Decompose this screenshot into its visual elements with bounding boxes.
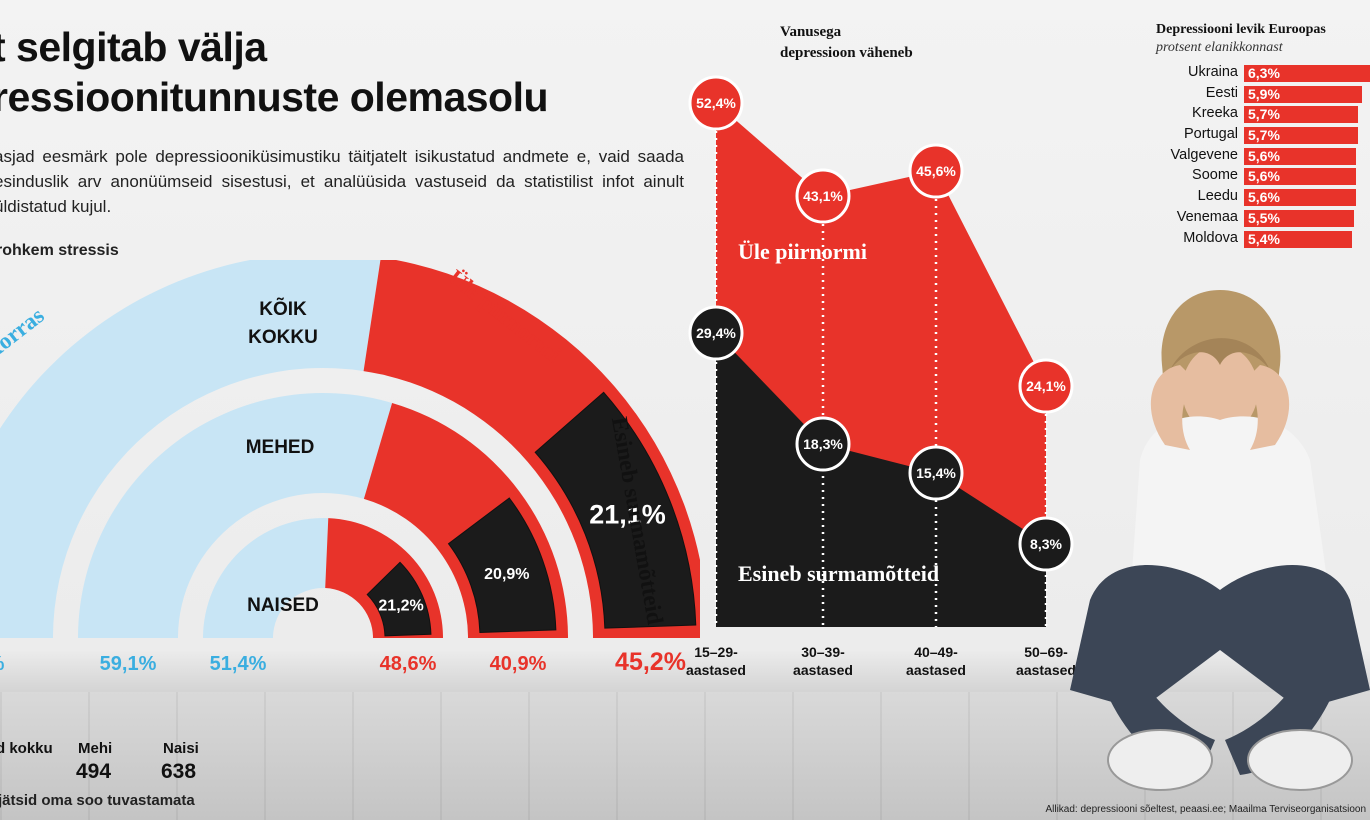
area-label-over: Üle piirnormi	[738, 239, 867, 264]
group-name-all-1: KÕIK	[259, 298, 307, 320]
suicidal-label-2: 21,2%	[378, 597, 423, 614]
woman-illustration	[1070, 290, 1370, 791]
europe-country-label: Valgevene	[1170, 146, 1238, 163]
source-note: Allikad: depressiooni sõeltest, peaasi.e…	[1045, 804, 1366, 815]
europe-country-label: Ukraina	[1188, 64, 1238, 80]
age-category-3-line2: aastased	[1016, 662, 1076, 678]
europe-row: Kreeka 5,7%	[1152, 103, 1370, 124]
over-point-0	[688, 75, 744, 131]
europe-bar: 5,6%	[1244, 168, 1356, 186]
europe-row: Valgevene 5,6%	[1152, 145, 1370, 166]
europe-bar: 5,4%	[1244, 230, 1352, 248]
europe-bar: 5,5%	[1244, 209, 1354, 227]
age-category-2-line2: aastased	[906, 662, 966, 678]
suicidal-point-label-1: 18,3%	[803, 436, 843, 452]
section-label: rohkem stressis	[0, 242, 119, 259]
europe-chart: Depressiooni levik Euroopas protsent ela…	[1152, 22, 1370, 248]
area-label-suicidal: Esineb surmamõtteid	[738, 561, 939, 586]
series-label-ok: Korras	[0, 303, 49, 366]
group-name-women: NAISED	[247, 595, 319, 616]
age-chart-title-2: depressioon väheneb	[780, 45, 913, 61]
age-category-1-line1: 30–39-	[801, 644, 845, 660]
suicidal-segment-0	[534, 391, 697, 629]
age-category-0-line2: aastased	[686, 662, 746, 678]
europe-bar: 5,6%	[1244, 189, 1356, 207]
europe-row: Leedu 5,6%	[1152, 186, 1370, 207]
europe-bar: 5,7%	[1244, 106, 1358, 124]
ok-segment-1	[78, 392, 393, 638]
over-point-1	[795, 168, 851, 224]
age-category-1-line2: aastased	[793, 662, 853, 678]
area-suicidal	[716, 333, 1046, 627]
age-area-chart: 52,4% 43,1% 45,6% 24,1% 29,4% 18,3% 15,4% 8,3% Ü…	[686, 24, 1076, 678]
suicidal-point-label-2: 15,4%	[916, 465, 956, 481]
europe-bar: 6,3%	[1244, 65, 1370, 82]
ok-value-1: 59,1%	[100, 653, 157, 675]
women-count: 638	[161, 760, 197, 783]
page-title: t selgitab välja ressioonitunnuste olema…	[0, 22, 549, 122]
europe-row: Ukraina 6,3%	[1152, 62, 1370, 83]
women-label: Naisi	[163, 740, 199, 757]
age-category-0-line1: 15–29-	[694, 644, 738, 660]
europe-bar: 5,9%	[1244, 85, 1362, 103]
europe-row: Soome 5,6%	[1152, 165, 1370, 186]
europe-country-label: Kreeka	[1192, 105, 1238, 122]
europe-rows: Ukraina 6,3% Eesti 5,9% Kreeka 5,7% Portugal 5,…	[1152, 62, 1370, 248]
semicircle-chart: 21,1% 45,2%% 20,9% 40,9% 59,1% 21,2% 48,6% 51,4…	[0, 260, 700, 676]
age-category-2-line1: 40–49-	[914, 644, 958, 660]
over-point-3	[1018, 358, 1074, 414]
europe-country-label: Leedu	[1197, 188, 1238, 205]
footnote: jätsid oma soo tuvastamata	[0, 792, 195, 809]
group-name-men: MEHED	[246, 437, 315, 458]
age-category-3-line1: 50–69-	[1024, 644, 1068, 660]
suicidal-point-2	[908, 445, 964, 501]
europe-chart-title: Depressiooni levik Euroopas	[1156, 22, 1326, 37]
suicidal-point-label-0: 29,4%	[696, 325, 736, 341]
suicidal-point-0	[688, 305, 744, 361]
europe-country-label: Soome	[1192, 167, 1238, 184]
men-label: Mehi	[78, 740, 113, 757]
europe-bar: 5,7%	[1244, 127, 1358, 145]
europe-country-label: Portugal	[1183, 126, 1238, 143]
suicidal-point-label-3: 8,3%	[1030, 536, 1062, 552]
suicidal-label-1: 20,9%	[484, 566, 529, 583]
suicidal-point-1	[795, 416, 851, 472]
over-value-1: 40,9%	[490, 653, 547, 675]
europe-row: Portugal 5,7%	[1152, 124, 1370, 145]
europe-country-label: Eesti	[1205, 84, 1238, 101]
ok-segment-0	[0, 260, 381, 638]
group-name-all-2: KOKKU	[248, 327, 318, 348]
europe-chart-subtitle: protsent elanikkonnast	[1156, 40, 1283, 55]
men-count: 494	[76, 760, 112, 783]
ok-segment-2	[203, 518, 329, 638]
europe-row: Moldova 5,4%	[1152, 228, 1370, 249]
intro-text: asjad eesmärk pole depressiooniküsimusti…	[0, 147, 684, 216]
total-label: d kokku	[0, 740, 53, 757]
over-point-label-0: 52,4%	[696, 95, 736, 111]
over-value-0: 45,2%	[615, 648, 686, 676]
title-line-1: t selgitab välja	[0, 24, 267, 70]
title-line-2: ressioonitunnuste olemasolu	[0, 74, 549, 120]
age-chart-title-1: Vanusega	[780, 24, 842, 40]
europe-country-label: Venemaa	[1176, 208, 1238, 225]
europe-row: Venemaa 5,5%	[1152, 207, 1370, 228]
europe-row: Eesti 5,9%	[1152, 83, 1370, 104]
europe-country-label: Moldova	[1183, 229, 1238, 246]
suicidal-label-0: 21,1%	[589, 499, 666, 529]
suicidal-segment-2	[366, 561, 432, 637]
over-point-label-3: 24,1%	[1026, 378, 1066, 394]
suicidal-point-3	[1018, 516, 1074, 572]
over-point-label-2: 45,6%	[916, 163, 956, 179]
europe-bar: 5,6%	[1244, 147, 1356, 165]
over-point-2	[908, 143, 964, 199]
ok-value-0: %	[0, 653, 5, 675]
over-value-2: 48,6%	[380, 653, 437, 675]
ok-value-2: 51,4%	[210, 653, 267, 675]
over-point-label-1: 43,1%	[803, 188, 843, 204]
suicidal-segment-1	[447, 497, 557, 634]
